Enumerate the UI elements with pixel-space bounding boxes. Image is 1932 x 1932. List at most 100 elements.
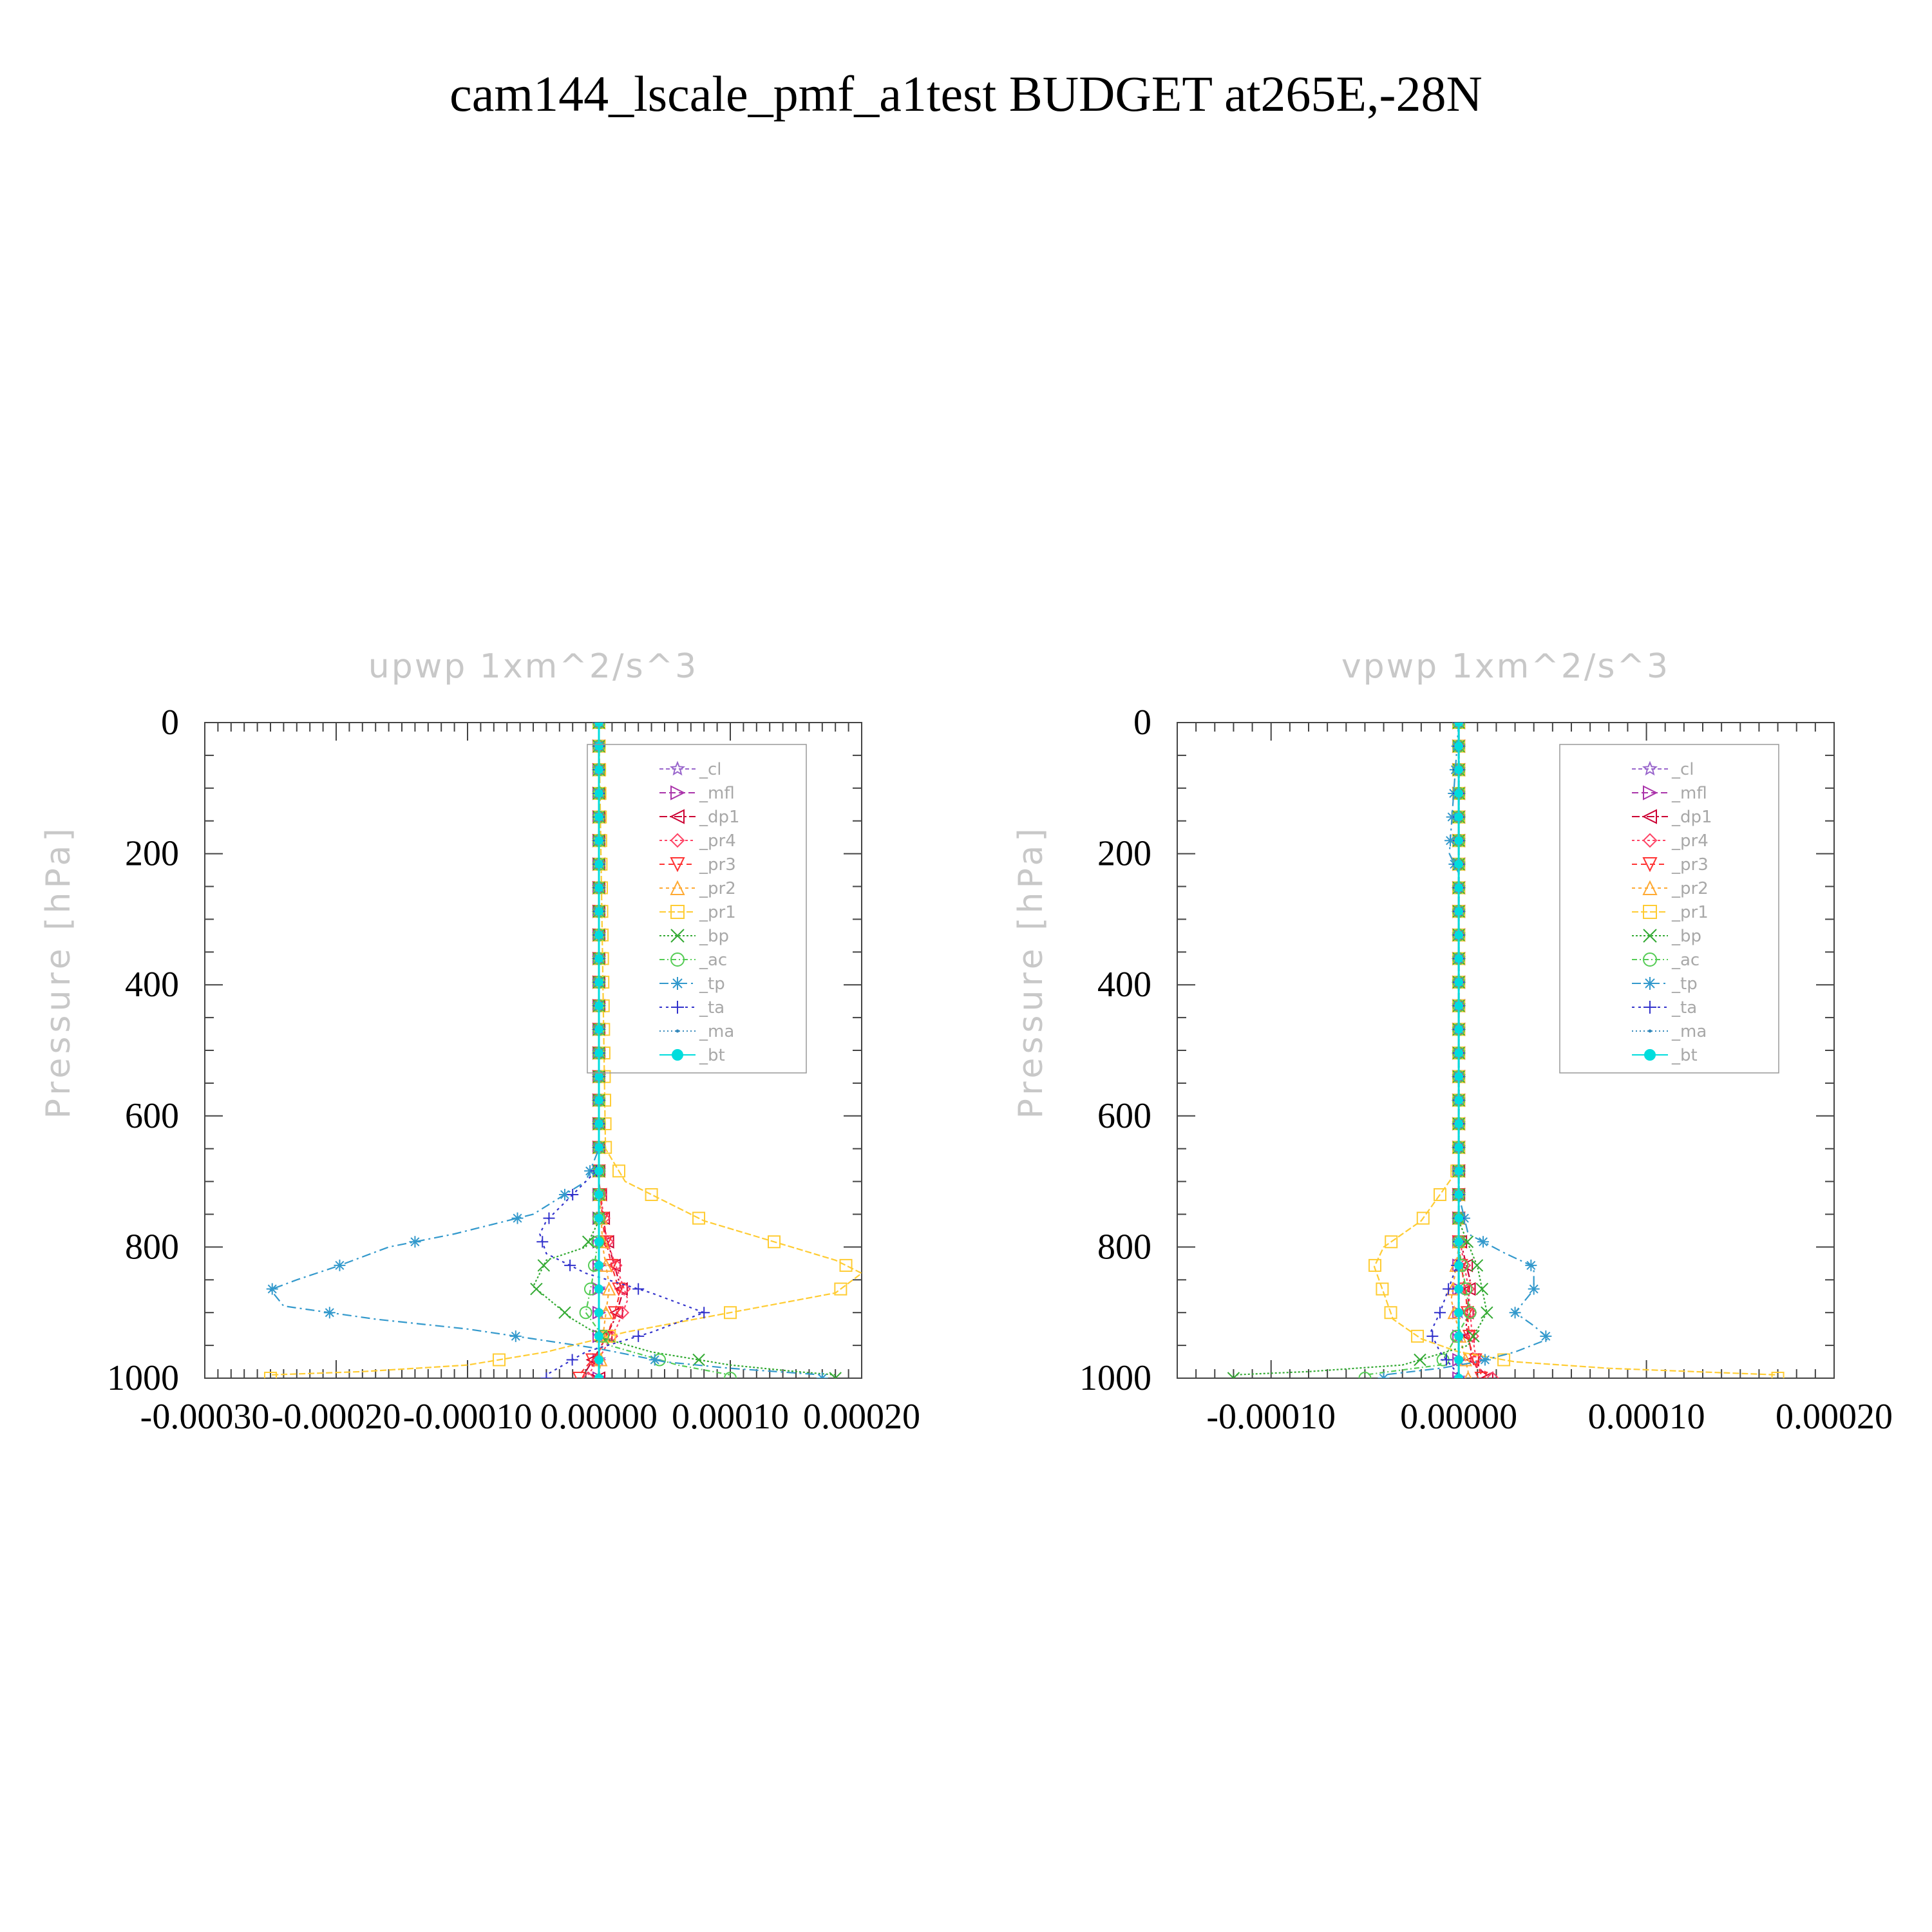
legend-entry: _pr3 <box>1632 855 1709 875</box>
data-point <box>1454 978 1464 987</box>
data-point <box>591 1235 605 1249</box>
data-point <box>594 1048 603 1058</box>
data-point <box>649 1354 661 1366</box>
y-axis-label: Pressure [hPa] <box>1012 824 1050 1119</box>
data-point <box>594 1119 603 1129</box>
data-point <box>1454 765 1464 775</box>
y-tick-label: 800 <box>1097 1227 1151 1267</box>
data-point <box>594 836 603 846</box>
legend-entry: _bt <box>659 1046 725 1065</box>
legend-label: _ma <box>1671 1022 1707 1041</box>
data-point <box>594 741 603 751</box>
legend-entry: _pr1 <box>1632 903 1709 922</box>
data-point <box>1528 1283 1540 1295</box>
data-point <box>1376 1282 1389 1296</box>
data-point <box>632 1330 645 1342</box>
data-point <box>607 1306 622 1320</box>
legend-entry: _ma <box>659 1022 734 1041</box>
data-point <box>839 1258 853 1272</box>
data-point <box>558 1306 571 1319</box>
data-point <box>266 1283 278 1295</box>
data-point <box>632 1283 645 1295</box>
data-point <box>567 1188 579 1200</box>
legend-marker <box>670 929 685 943</box>
data-point <box>1474 1372 1488 1378</box>
data-point <box>1227 1372 1240 1378</box>
data-point <box>1540 1330 1552 1342</box>
legend-marker <box>670 905 685 919</box>
data-point <box>594 1166 603 1176</box>
y-tick-label: 1000 <box>107 1358 179 1398</box>
data-point <box>1454 1025 1464 1034</box>
legend-marker <box>1643 952 1657 967</box>
data-point <box>594 930 603 940</box>
data-point <box>594 1095 603 1105</box>
legend-entry: _mfl <box>1632 784 1707 803</box>
data-point <box>536 1236 549 1248</box>
data-point <box>1486 1371 1500 1378</box>
ticks <box>1177 722 1835 1379</box>
data-point <box>1467 1330 1480 1343</box>
data-point <box>594 907 603 916</box>
series-bt <box>594 723 603 1378</box>
y-tick-label: 400 <box>125 965 179 1005</box>
data-point <box>564 1259 576 1271</box>
legend-entry: _cl <box>1632 760 1694 779</box>
data-point <box>579 1306 592 1320</box>
panel-upwp: upwp 1xm^2/s^3 Pressure [hPa] 0 200 400 600 80… <box>39 647 920 1437</box>
legend-marker <box>670 761 685 776</box>
data-point <box>594 1001 603 1010</box>
data-point <box>645 1188 658 1201</box>
data-point <box>1454 836 1464 846</box>
data-point <box>1479 1354 1491 1366</box>
legend-label: _bt <box>1671 1046 1698 1065</box>
legend-marker <box>1643 929 1657 943</box>
data-point <box>1454 1284 1464 1294</box>
data-point <box>1385 1235 1398 1249</box>
legend-label: _bp <box>699 927 729 946</box>
data-point <box>698 1307 710 1319</box>
data-point <box>1434 1188 1446 1201</box>
legend-marker <box>672 1049 683 1061</box>
legend-label: _cl <box>699 760 722 779</box>
data-point <box>1444 835 1457 847</box>
data-point <box>603 1329 616 1343</box>
legend-label: _mfl <box>1671 784 1707 803</box>
data-point <box>1454 954 1464 963</box>
data-point <box>1454 741 1464 751</box>
data-point <box>1454 1213 1464 1223</box>
plot-frame <box>1177 722 1835 1379</box>
data-point <box>1454 1166 1464 1176</box>
data-point <box>594 859 603 869</box>
y-tick-label: 0 <box>161 703 179 743</box>
legend-entry: _ma <box>1632 1022 1707 1041</box>
legend-entry: _ac <box>659 951 727 970</box>
data-point <box>264 1372 277 1378</box>
data-point <box>1454 1072 1464 1081</box>
y-tick-label: 0 <box>1133 703 1151 743</box>
series-tp <box>266 723 828 1378</box>
data-point <box>1454 1142 1464 1152</box>
legend-entry: _ta <box>1632 998 1697 1018</box>
data-point <box>1454 723 1464 727</box>
series-bt <box>1454 723 1464 1378</box>
legend-label: _pr4 <box>1671 831 1709 851</box>
y-tick-label: 600 <box>125 1096 179 1136</box>
legend-marker <box>1643 785 1658 800</box>
data-point <box>558 1188 571 1200</box>
legend-marker <box>676 1029 679 1033</box>
data-point <box>1454 930 1464 940</box>
y-tick-label: 200 <box>125 834 179 874</box>
x-tick-label: 0.00020 <box>1776 1397 1893 1437</box>
legend-entry: _dp1 <box>1632 808 1712 827</box>
data-point <box>1414 1353 1426 1367</box>
legend-marker <box>670 857 685 873</box>
series-line <box>578 723 621 1376</box>
data-point <box>594 1213 603 1223</box>
data-point <box>1426 1330 1439 1342</box>
legend-entry: _mfl <box>659 784 735 803</box>
data-point <box>1468 1353 1482 1367</box>
legend-label: _mfl <box>699 784 735 803</box>
legend-entry: _dp1 <box>659 808 740 827</box>
data-point <box>1454 1189 1464 1199</box>
